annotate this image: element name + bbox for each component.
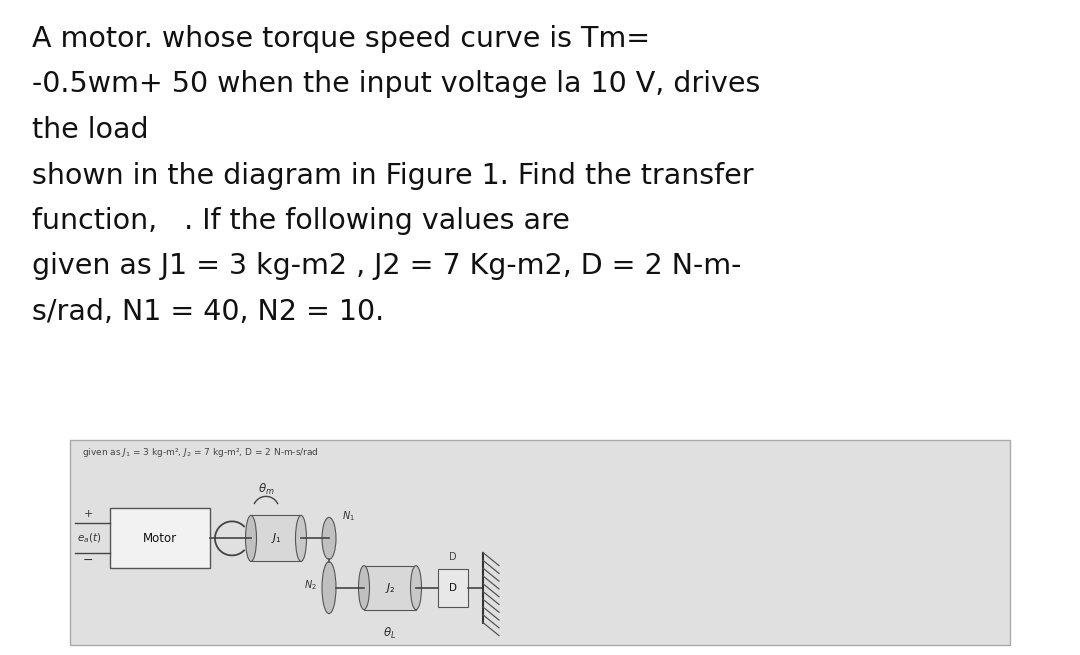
Text: $e_a(t)$: $e_a(t)$ <box>77 532 102 545</box>
Ellipse shape <box>359 566 369 610</box>
Text: Motor: Motor <box>143 532 177 545</box>
Text: D: D <box>449 582 457 593</box>
Text: given as J1 = 3 kg-m2 , J2 = 7 Kg-m2, D = 2 N-m-: given as J1 = 3 kg-m2 , J2 = 7 Kg-m2, D … <box>32 252 741 280</box>
Ellipse shape <box>296 515 307 561</box>
Text: function,   . If the following values are: function, . If the following values are <box>32 207 570 235</box>
Text: given as $J_1$ = 3 kg-m², $J_2$ = 7 kg-m², D = 2 N-m-s/rad: given as $J_1$ = 3 kg-m², $J_2$ = 7 kg-m… <box>82 446 319 459</box>
Ellipse shape <box>245 515 257 561</box>
FancyBboxPatch shape <box>251 515 301 561</box>
Ellipse shape <box>322 517 336 559</box>
FancyBboxPatch shape <box>438 569 468 607</box>
FancyBboxPatch shape <box>364 566 416 610</box>
Text: s/rad, N1 = 40, N2 = 10.: s/rad, N1 = 40, N2 = 10. <box>32 298 384 326</box>
Ellipse shape <box>410 566 421 610</box>
Text: $\theta_L$: $\theta_L$ <box>383 626 396 641</box>
Text: $N_1$: $N_1$ <box>342 510 355 523</box>
Text: $N_2$: $N_2$ <box>303 579 316 593</box>
Text: D: D <box>449 552 457 561</box>
Text: $J_1$: $J_1$ <box>271 531 282 546</box>
Text: +: + <box>83 510 93 519</box>
Text: -0.5wm+ 50 when the input voltage la 10 V, drives: -0.5wm+ 50 when the input voltage la 10 … <box>32 71 760 98</box>
Ellipse shape <box>322 561 336 614</box>
Text: shown in the diagram in Figure 1. Find the transfer: shown in the diagram in Figure 1. Find t… <box>32 162 754 189</box>
FancyBboxPatch shape <box>70 440 1010 645</box>
FancyBboxPatch shape <box>110 508 210 569</box>
Text: $J_2$: $J_2$ <box>384 580 395 595</box>
Text: −: − <box>83 554 93 567</box>
Text: the load: the load <box>32 116 149 144</box>
Text: $\theta_m$: $\theta_m$ <box>258 482 274 497</box>
Text: A motor. whose torque speed curve is Tm=: A motor. whose torque speed curve is Tm= <box>32 25 650 53</box>
